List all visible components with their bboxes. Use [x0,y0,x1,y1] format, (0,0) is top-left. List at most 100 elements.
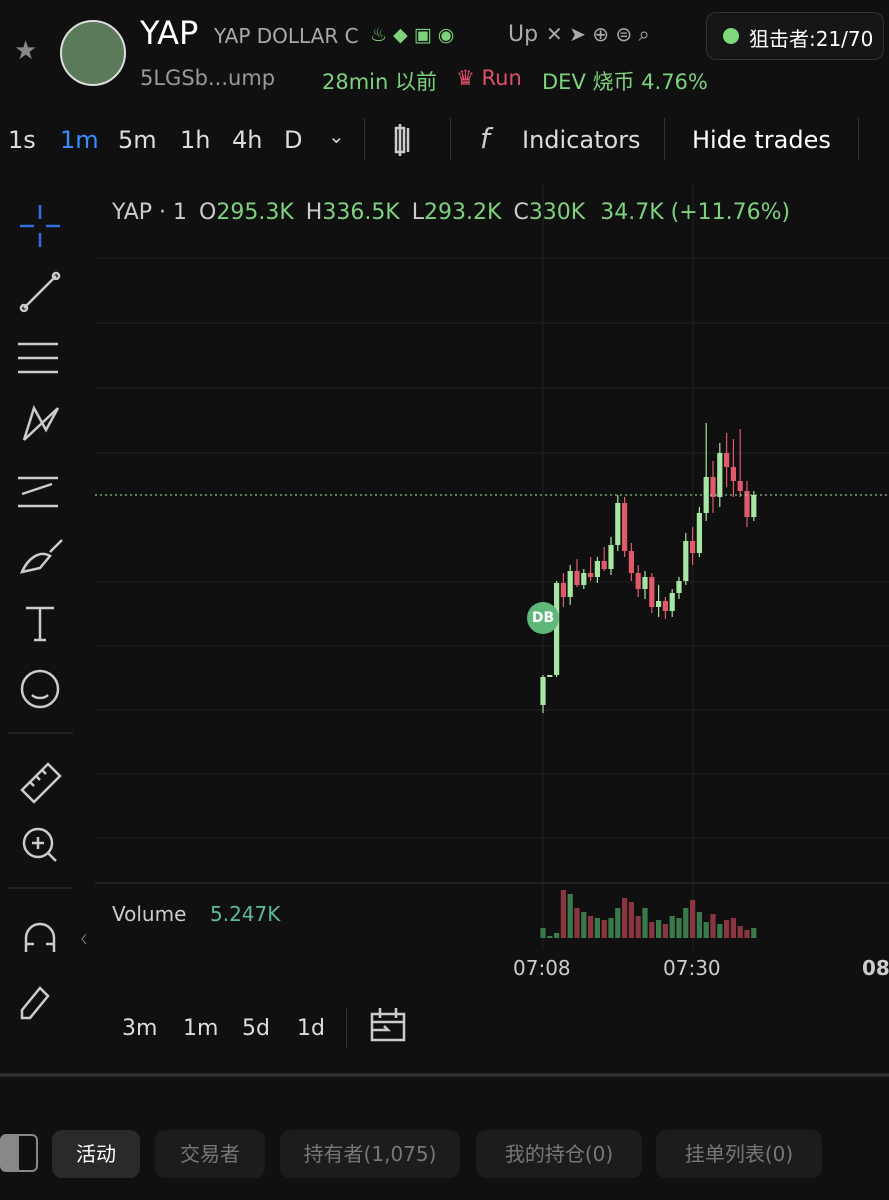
ohlc-key: L [411,200,425,225]
volume-bar [696,912,702,938]
ohlc-key: O [199,200,217,225]
sep [364,118,365,160]
candle-body [730,467,736,481]
interval[interactable]: 4h [232,126,263,154]
candle-body [676,581,682,593]
age: 28min 以前 [322,70,437,94]
time-label: 07:08 [513,956,571,980]
volume-bar [628,902,634,938]
ohlc-item: L293.2K [412,200,502,225]
token-avatar [60,20,126,86]
candle-body [737,481,743,491]
symbol: YAP [140,14,199,52]
volume-bar [649,922,655,938]
ohlc-value: 330K [528,200,586,225]
ohlc-item: O295.3K [199,200,294,225]
tab[interactable]: 交易者 [155,1130,265,1178]
range[interactable]: 1d [297,1016,325,1041]
token-name: YAP DOLLAR C [214,24,359,48]
run-text: Run [481,66,522,90]
volume-bar [574,908,580,938]
tab[interactable]: 活动 [52,1130,140,1178]
chevron[interactable]: ⌄ [328,124,345,148]
social-icons[interactable]: ✕ ➤ ⊕ ⊜ ⌕ [546,22,650,46]
volume-bar [751,928,757,938]
ohlc-value: 295.3K [216,200,294,225]
candle-body [622,503,628,551]
volume-bar [560,890,566,938]
candle-body [690,541,696,553]
volume-bar [730,918,736,938]
interval[interactable]: D [284,126,303,154]
dev: DEV 烧币 4.76% [542,70,708,94]
volume-bar [744,930,750,938]
candle-body [540,677,546,705]
candle-body [554,583,560,675]
legend-title: YAP · 1 [112,200,188,225]
ohlc-key: H [305,200,323,225]
volume-label: Volume [112,902,187,926]
volume-bar [737,926,743,938]
volume-bar [567,894,573,938]
tab[interactable]: 我的持仓(0) [476,1130,642,1178]
candle-body [608,545,614,569]
panel-toggle[interactable] [0,1134,38,1172]
volume-bar [642,908,648,938]
volume-bar [622,898,628,938]
candle-body [628,551,634,573]
tab[interactable]: 挂单列表(0) [656,1130,822,1178]
volume-bar [710,914,716,938]
interval[interactable]: 1h [180,126,211,154]
volume-bar [554,933,560,938]
change: 34.7K (+11.76%) [600,200,791,225]
candle-body [615,503,621,545]
candle-body [696,513,702,553]
volume-value: 5.247K [210,902,281,926]
candle-body [567,571,573,597]
db-marker[interactable]: DB [527,602,559,634]
interval[interactable]: 1m [60,126,99,154]
ohlc-item: C330K [513,200,585,225]
interval[interactable]: 5m [118,126,157,154]
interval[interactable]: 1s [8,126,36,154]
ohlc-item: H336.5K [306,200,400,225]
volume-bar [724,920,730,938]
volume-bar [608,918,614,938]
star[interactable]: ★ [14,36,38,66]
address[interactable]: 5LGSb...ump [140,66,276,90]
volume-bar [690,900,696,938]
candle-body [581,573,587,585]
candle-body [710,477,716,497]
ohlc-value: 336.5K [322,200,400,225]
sep [664,118,665,160]
ohlc-value: 293.2K [424,200,502,225]
candle-body [560,583,566,597]
volume-bar [635,916,641,938]
candle-body [588,573,594,577]
candle-body [642,577,648,589]
time-label: 08 [862,956,889,980]
up-link[interactable]: Up [508,22,539,47]
indicators[interactable]: Indicators [522,126,641,154]
candle-body [656,601,662,607]
candle-body [724,453,730,467]
tool-icons[interactable] [18,124,410,1042]
candle-body [601,561,607,569]
range[interactable]: 1m [183,1016,219,1041]
candle-body [635,573,641,589]
candle-body [594,561,600,577]
sniper-box: 狙击者:21/70 [706,12,884,60]
hide-trades[interactable]: Hide trades [692,126,831,154]
candle-body [649,577,655,607]
candle-body [744,491,750,517]
sep [858,118,859,160]
range[interactable]: 3m [122,1016,158,1041]
status-dot [723,28,739,44]
range[interactable]: 5d [242,1016,270,1041]
volume-bar [662,924,668,938]
fx-icon: f [480,122,490,155]
volume-bar [547,936,553,938]
tab[interactable]: 持有者(1,075) [280,1130,460,1178]
run: ♛ Run [456,66,522,90]
